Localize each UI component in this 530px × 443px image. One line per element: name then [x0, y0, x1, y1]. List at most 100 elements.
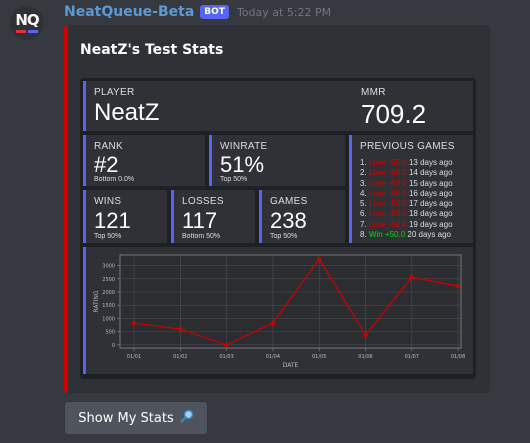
- avatar-logo-text: NQ: [15, 11, 39, 29]
- previous-games-list: 1. Lose -50.0 13 days ago 2. Lose -50.0 1…: [360, 158, 453, 240]
- games-tile: GAMES 238 Top 50%: [259, 190, 345, 243]
- wins-tile: WINS 121 Top 50%: [83, 190, 167, 243]
- losses-label: LOSSES: [182, 196, 224, 207]
- player-tile: PLAYER NeatZ MMR 709.2: [83, 81, 473, 131]
- previous-game-number: 8.: [360, 230, 369, 240]
- losses-tile: LOSSES 117 Bottom 50%: [171, 190, 255, 243]
- previous-game-item: 7. Lose -50.0 19 days ago: [360, 220, 453, 230]
- previous-game-item: 3. Lose -50.0 15 days ago: [360, 179, 453, 189]
- y-tick-label: 1500: [102, 303, 115, 309]
- games-value: 238: [270, 208, 307, 233]
- previous-game-time: 18 days ago: [406, 209, 453, 219]
- previous-game-item: 5. Lose -50.0 17 days ago: [360, 199, 453, 209]
- x-tick-label: 01/05: [312, 354, 326, 360]
- winrate-label: WINRATE: [220, 141, 268, 152]
- previous-game-time: 13 days ago: [406, 158, 453, 167]
- show-my-stats-label: Show My Stats: [78, 410, 174, 426]
- wins-value: 121: [94, 208, 131, 233]
- rank-label: RANK: [94, 141, 123, 152]
- message-header: NeatQueue-Beta BOT Today at 5:22 PM: [64, 2, 331, 22]
- previous-game-time: 19 days ago: [406, 219, 453, 229]
- player-label: PLAYER: [94, 87, 135, 98]
- previous-game-number: 2.: [360, 168, 369, 178]
- y-tick-label: 3000: [102, 264, 115, 270]
- x-tick-label: 01/08: [451, 354, 465, 360]
- rating-line: [133, 257, 459, 346]
- y-axis-label: RATING: [93, 290, 100, 312]
- rating-point: [409, 274, 414, 280]
- winrate-percentile: Top 50%: [220, 176, 248, 183]
- rating-point: [455, 283, 461, 289]
- previous-game-result: Lose -50.0: [368, 188, 407, 198]
- rank-value: #2: [94, 152, 119, 177]
- rating-point: [224, 342, 229, 348]
- previous-game-number: 7.: [360, 219, 369, 229]
- previous-game-result: Lose -50.0: [368, 168, 407, 178]
- avatar-logo-stripe: [16, 30, 38, 33]
- stats-embed: NeatZ's Test Stats PLAYER NeatZ MMR 709.…: [64, 25, 490, 393]
- mmr-label: MMR: [361, 87, 386, 98]
- losses-percentile: Bottom 50%: [182, 233, 221, 240]
- embed-accent-bar: [64, 25, 68, 393]
- y-tick-label: 2000: [102, 290, 115, 296]
- games-percentile: Top 50%: [270, 233, 298, 240]
- y-tick-label: 500: [105, 330, 115, 336]
- previous-game-item: 4. Lose -50.0 16 days ago: [360, 189, 453, 199]
- player-name: NeatZ: [94, 99, 160, 126]
- previous-game-number: 5.: [360, 199, 369, 209]
- rating-chart: 0 500 1000 1500 2000 2500 3000 01/01 01/02 01/03 0…: [93, 254, 465, 369]
- rating-point: [363, 332, 368, 338]
- previous-game-number: 4.: [360, 188, 369, 198]
- previous-game-result: Lose -50.0: [368, 158, 407, 167]
- previous-game-time: 14 days ago: [406, 168, 453, 178]
- chart-plot-area: [119, 254, 462, 349]
- winrate-value: 51%: [220, 152, 265, 177]
- previous-game-time: 17 days ago: [406, 199, 453, 209]
- y-tick-label: 2500: [102, 277, 115, 283]
- x-tick-label: 01/04: [266, 354, 280, 360]
- previous-games-tile: PREVIOUS GAMES 1. Lose -50.0 13 days ago…: [349, 135, 473, 243]
- previous-game-time: 16 days ago: [406, 188, 453, 198]
- previous-game-time: 20 days ago: [405, 230, 451, 240]
- rating-point: [317, 256, 322, 262]
- rating-point: [131, 320, 137, 326]
- magnifying-glass-icon: [180, 409, 194, 427]
- show-my-stats-button[interactable]: Show My Stats: [65, 402, 207, 434]
- mmr-value: 709.2: [361, 99, 427, 129]
- rating-point: [270, 320, 276, 326]
- x-tick-label: 01/02: [173, 354, 187, 360]
- y-tick-label: 0: [112, 343, 115, 349]
- previous-game-result: Lose -50.0: [368, 219, 407, 229]
- wins-label: WINS: [94, 196, 122, 207]
- previous-game-result: Lose -50.0: [368, 178, 407, 188]
- stats-card: PLAYER NeatZ MMR 709.2 RANK #2 Bottom 0.…: [80, 78, 476, 379]
- previous-game-result: Win +50.0: [368, 230, 406, 240]
- games-label: GAMES: [270, 196, 308, 207]
- username[interactable]: NeatQueue-Beta: [64, 4, 195, 20]
- previous-game-item: 2. Lose -50.0 14 days ago: [360, 168, 453, 178]
- embed-title: NeatZ's Test Stats: [80, 42, 224, 58]
- bot-tag: BOT: [200, 5, 229, 19]
- previous-game-number: 6.: [360, 209, 369, 219]
- rank-percentile: Bottom 0.0%: [94, 176, 135, 183]
- y-tick-label: 1000: [102, 316, 115, 322]
- message-timestamp: Today at 5:22 PM: [236, 5, 332, 19]
- rank-tile: RANK #2 Bottom 0.0%: [83, 135, 205, 186]
- x-tick-label: 01/07: [405, 354, 419, 360]
- previous-game-item: 1. Lose -50.0 13 days ago: [360, 158, 453, 168]
- previous-game-item: 6. Lose -50.0 18 days ago: [360, 209, 453, 219]
- previous-game-result: Lose -50.0: [368, 199, 407, 209]
- x-axis-label: DATE: [283, 362, 299, 369]
- previous-game-result: Lose -50.0: [368, 209, 407, 219]
- x-tick-label: 01/06: [358, 354, 372, 360]
- losses-value: 117: [182, 208, 218, 233]
- bot-avatar[interactable]: NQ: [10, 6, 44, 40]
- winrate-tile: WINRATE 51% Top 50%: [209, 135, 345, 186]
- previous-game-number: 3.: [360, 178, 369, 188]
- rating-chart-tile: 0 500 1000 1500 2000 2500 3000 01/01 01/02 01/03 0…: [83, 247, 473, 374]
- rating-point: [178, 326, 183, 332]
- x-tick-label: 01/03: [219, 354, 233, 360]
- wins-percentile: Top 50%: [94, 233, 122, 240]
- previous-games-label: PREVIOUS GAMES: [360, 141, 455, 152]
- previous-game-item: 8. Win +50.0 20 days ago: [360, 230, 453, 240]
